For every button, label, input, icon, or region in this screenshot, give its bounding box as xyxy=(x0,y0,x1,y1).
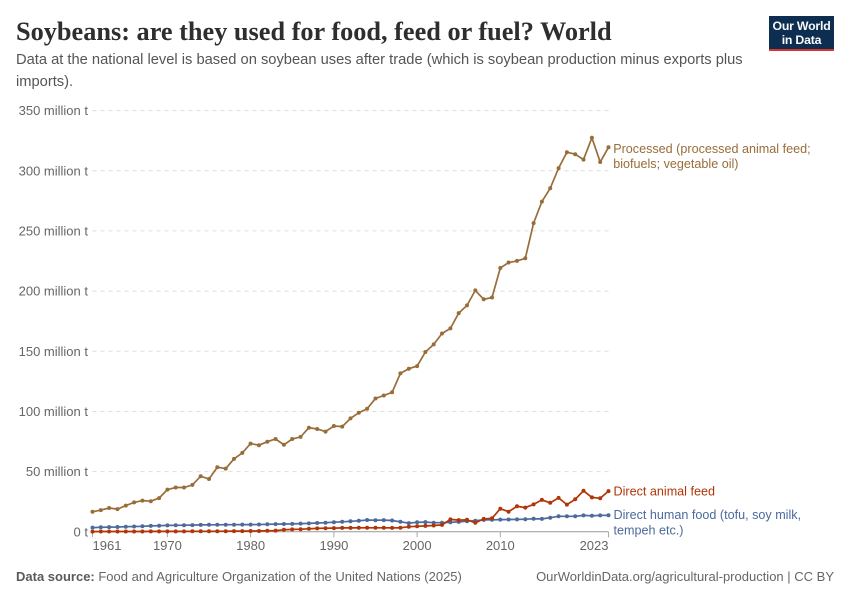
svg-text:1980: 1980 xyxy=(236,538,265,553)
svg-text:1961: 1961 xyxy=(93,538,122,553)
svg-text:2023: 2023 xyxy=(580,538,609,553)
svg-text:150 million t: 150 million t xyxy=(19,344,89,359)
svg-text:1970: 1970 xyxy=(153,538,182,553)
svg-text:200 million t: 200 million t xyxy=(19,284,89,299)
svg-text:300 million t: 300 million t xyxy=(19,163,89,178)
svg-text:Direct human food (tofu, soy m: Direct human food (tofu, soy milk, xyxy=(614,508,802,522)
svg-text:2010: 2010 xyxy=(486,538,515,553)
svg-text:biofuels; vegetable oil): biofuels; vegetable oil) xyxy=(613,157,738,171)
svg-text:50 million t: 50 million t xyxy=(26,464,89,479)
svg-text:350 million t: 350 million t xyxy=(19,103,89,118)
svg-text:0 t: 0 t xyxy=(74,524,89,539)
svg-text:1990: 1990 xyxy=(319,538,348,553)
svg-text:tempeh etc.): tempeh etc.) xyxy=(614,524,684,538)
svg-text:Processed (processed animal fe: Processed (processed animal feed; xyxy=(613,142,810,156)
svg-text:100 million t: 100 million t xyxy=(19,404,89,419)
svg-text:2000: 2000 xyxy=(403,538,432,553)
svg-text:Direct animal feed: Direct animal feed xyxy=(614,484,716,498)
svg-text:250 million t: 250 million t xyxy=(19,223,89,238)
